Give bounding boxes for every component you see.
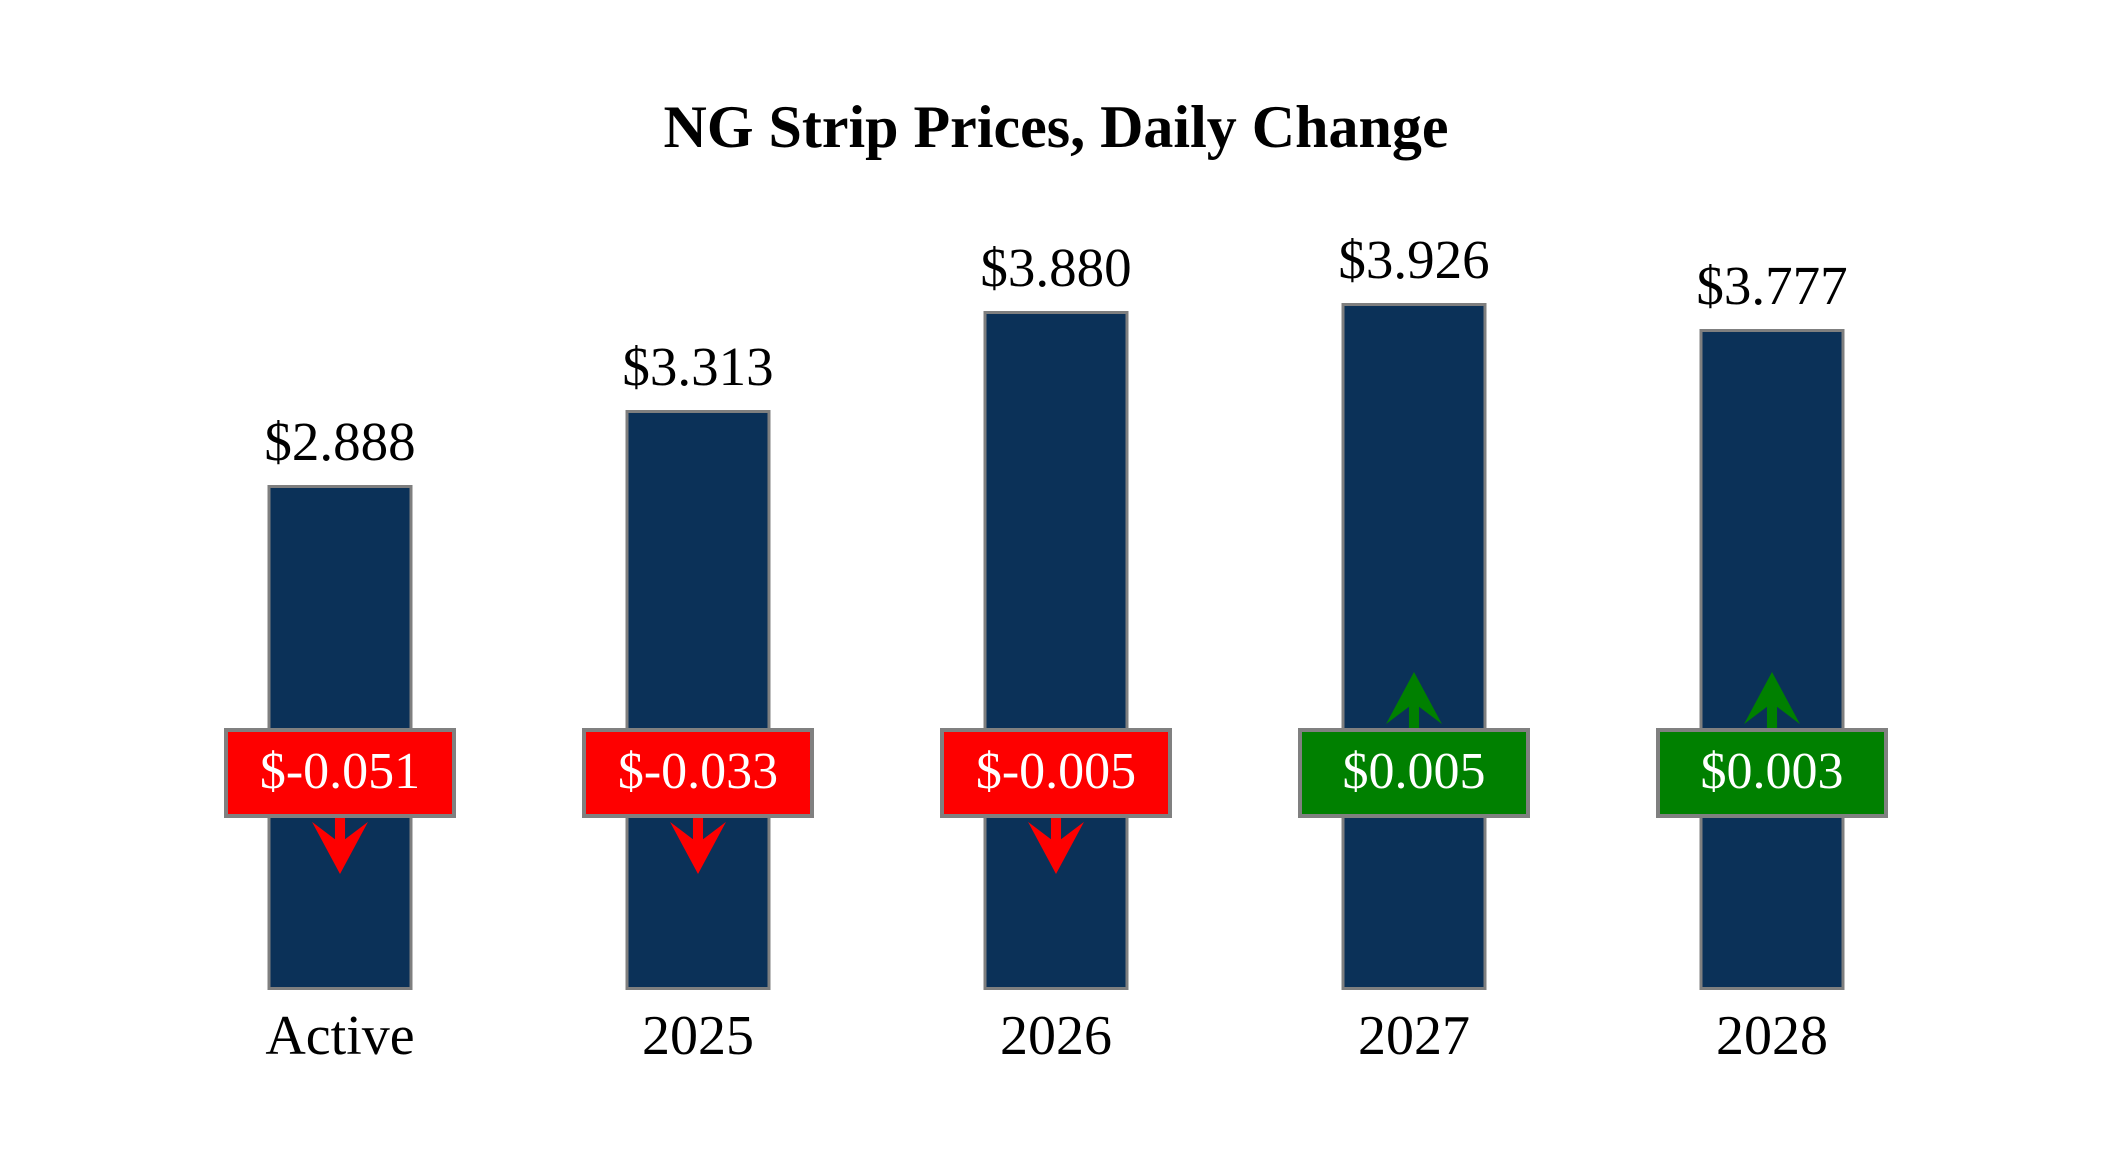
axis-label: 2025 (642, 1005, 754, 1067)
bar (1341, 303, 1487, 990)
bar (625, 410, 771, 990)
axis-label: 2026 (1000, 1005, 1112, 1067)
bar-value-label: $3.777 (1696, 255, 1848, 316)
bar-value-label: $2.888 (264, 411, 416, 472)
axis-label: Active (265, 1005, 415, 1067)
daily-change-badge: $-0.051 (224, 728, 456, 818)
daily-change-badge: $0.005 (1298, 728, 1530, 818)
daily-change-badge: $0.003 (1656, 728, 1888, 818)
chart-title: NG Strip Prices, Daily Change (663, 94, 1449, 160)
plot-area: $2.888 $-0.051 Active $3.313 $-0.033 202… (161, 0, 1951, 1152)
axis-label: 2028 (1716, 1005, 1828, 1067)
bar-value-label: $3.313 (622, 336, 774, 397)
bar-value-label: $3.880 (980, 237, 1132, 298)
daily-change-badge: $-0.005 (940, 728, 1172, 818)
bar (983, 311, 1129, 990)
axis-label: 2027 (1358, 1005, 1470, 1067)
bar-value-label: $3.926 (1338, 229, 1490, 290)
bar (1699, 329, 1845, 990)
daily-change-badge: $-0.033 (582, 728, 814, 818)
